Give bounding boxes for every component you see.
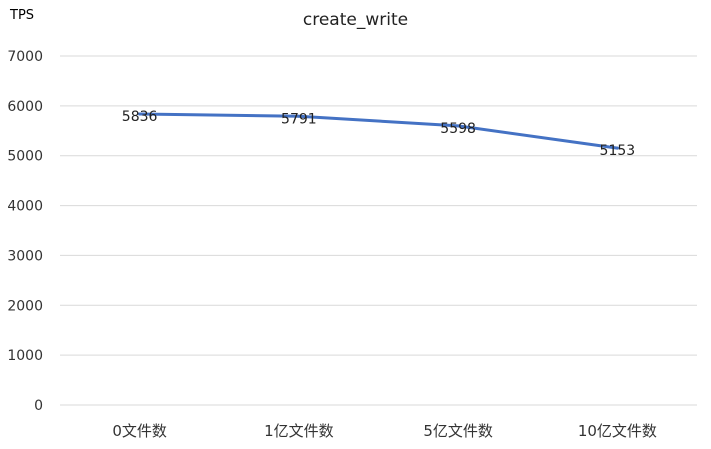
data-label: 5791: [281, 111, 317, 127]
y-tick-label: 0: [34, 398, 43, 414]
x-tick-label: 1亿文件数: [264, 422, 334, 440]
x-tick-label: 0文件数: [112, 422, 167, 440]
chart-title: create_write: [302, 10, 409, 30]
data-point: [297, 114, 301, 118]
y-tick-label: 6000: [7, 99, 43, 115]
y-tick-label: 3000: [7, 248, 43, 264]
data-label: 5598: [440, 121, 476, 137]
y-tick-label: 5000: [7, 149, 43, 165]
y-axis-title: TPS: [10, 8, 35, 23]
data-point: [138, 112, 142, 116]
data-label: 5153: [600, 143, 636, 159]
data-label: 5836: [122, 109, 158, 125]
data-point: [456, 124, 460, 128]
y-tick-label: 1000: [7, 348, 43, 364]
x-tick-label: 10亿文件数: [578, 422, 657, 440]
data-point: [615, 146, 619, 150]
x-tick-label: 5亿文件数: [423, 422, 493, 440]
y-tick-label: 2000: [7, 298, 43, 314]
y-tick-label: 7000: [7, 49, 43, 65]
series-line: [138, 112, 619, 150]
y-tick-label: 4000: [7, 199, 43, 215]
